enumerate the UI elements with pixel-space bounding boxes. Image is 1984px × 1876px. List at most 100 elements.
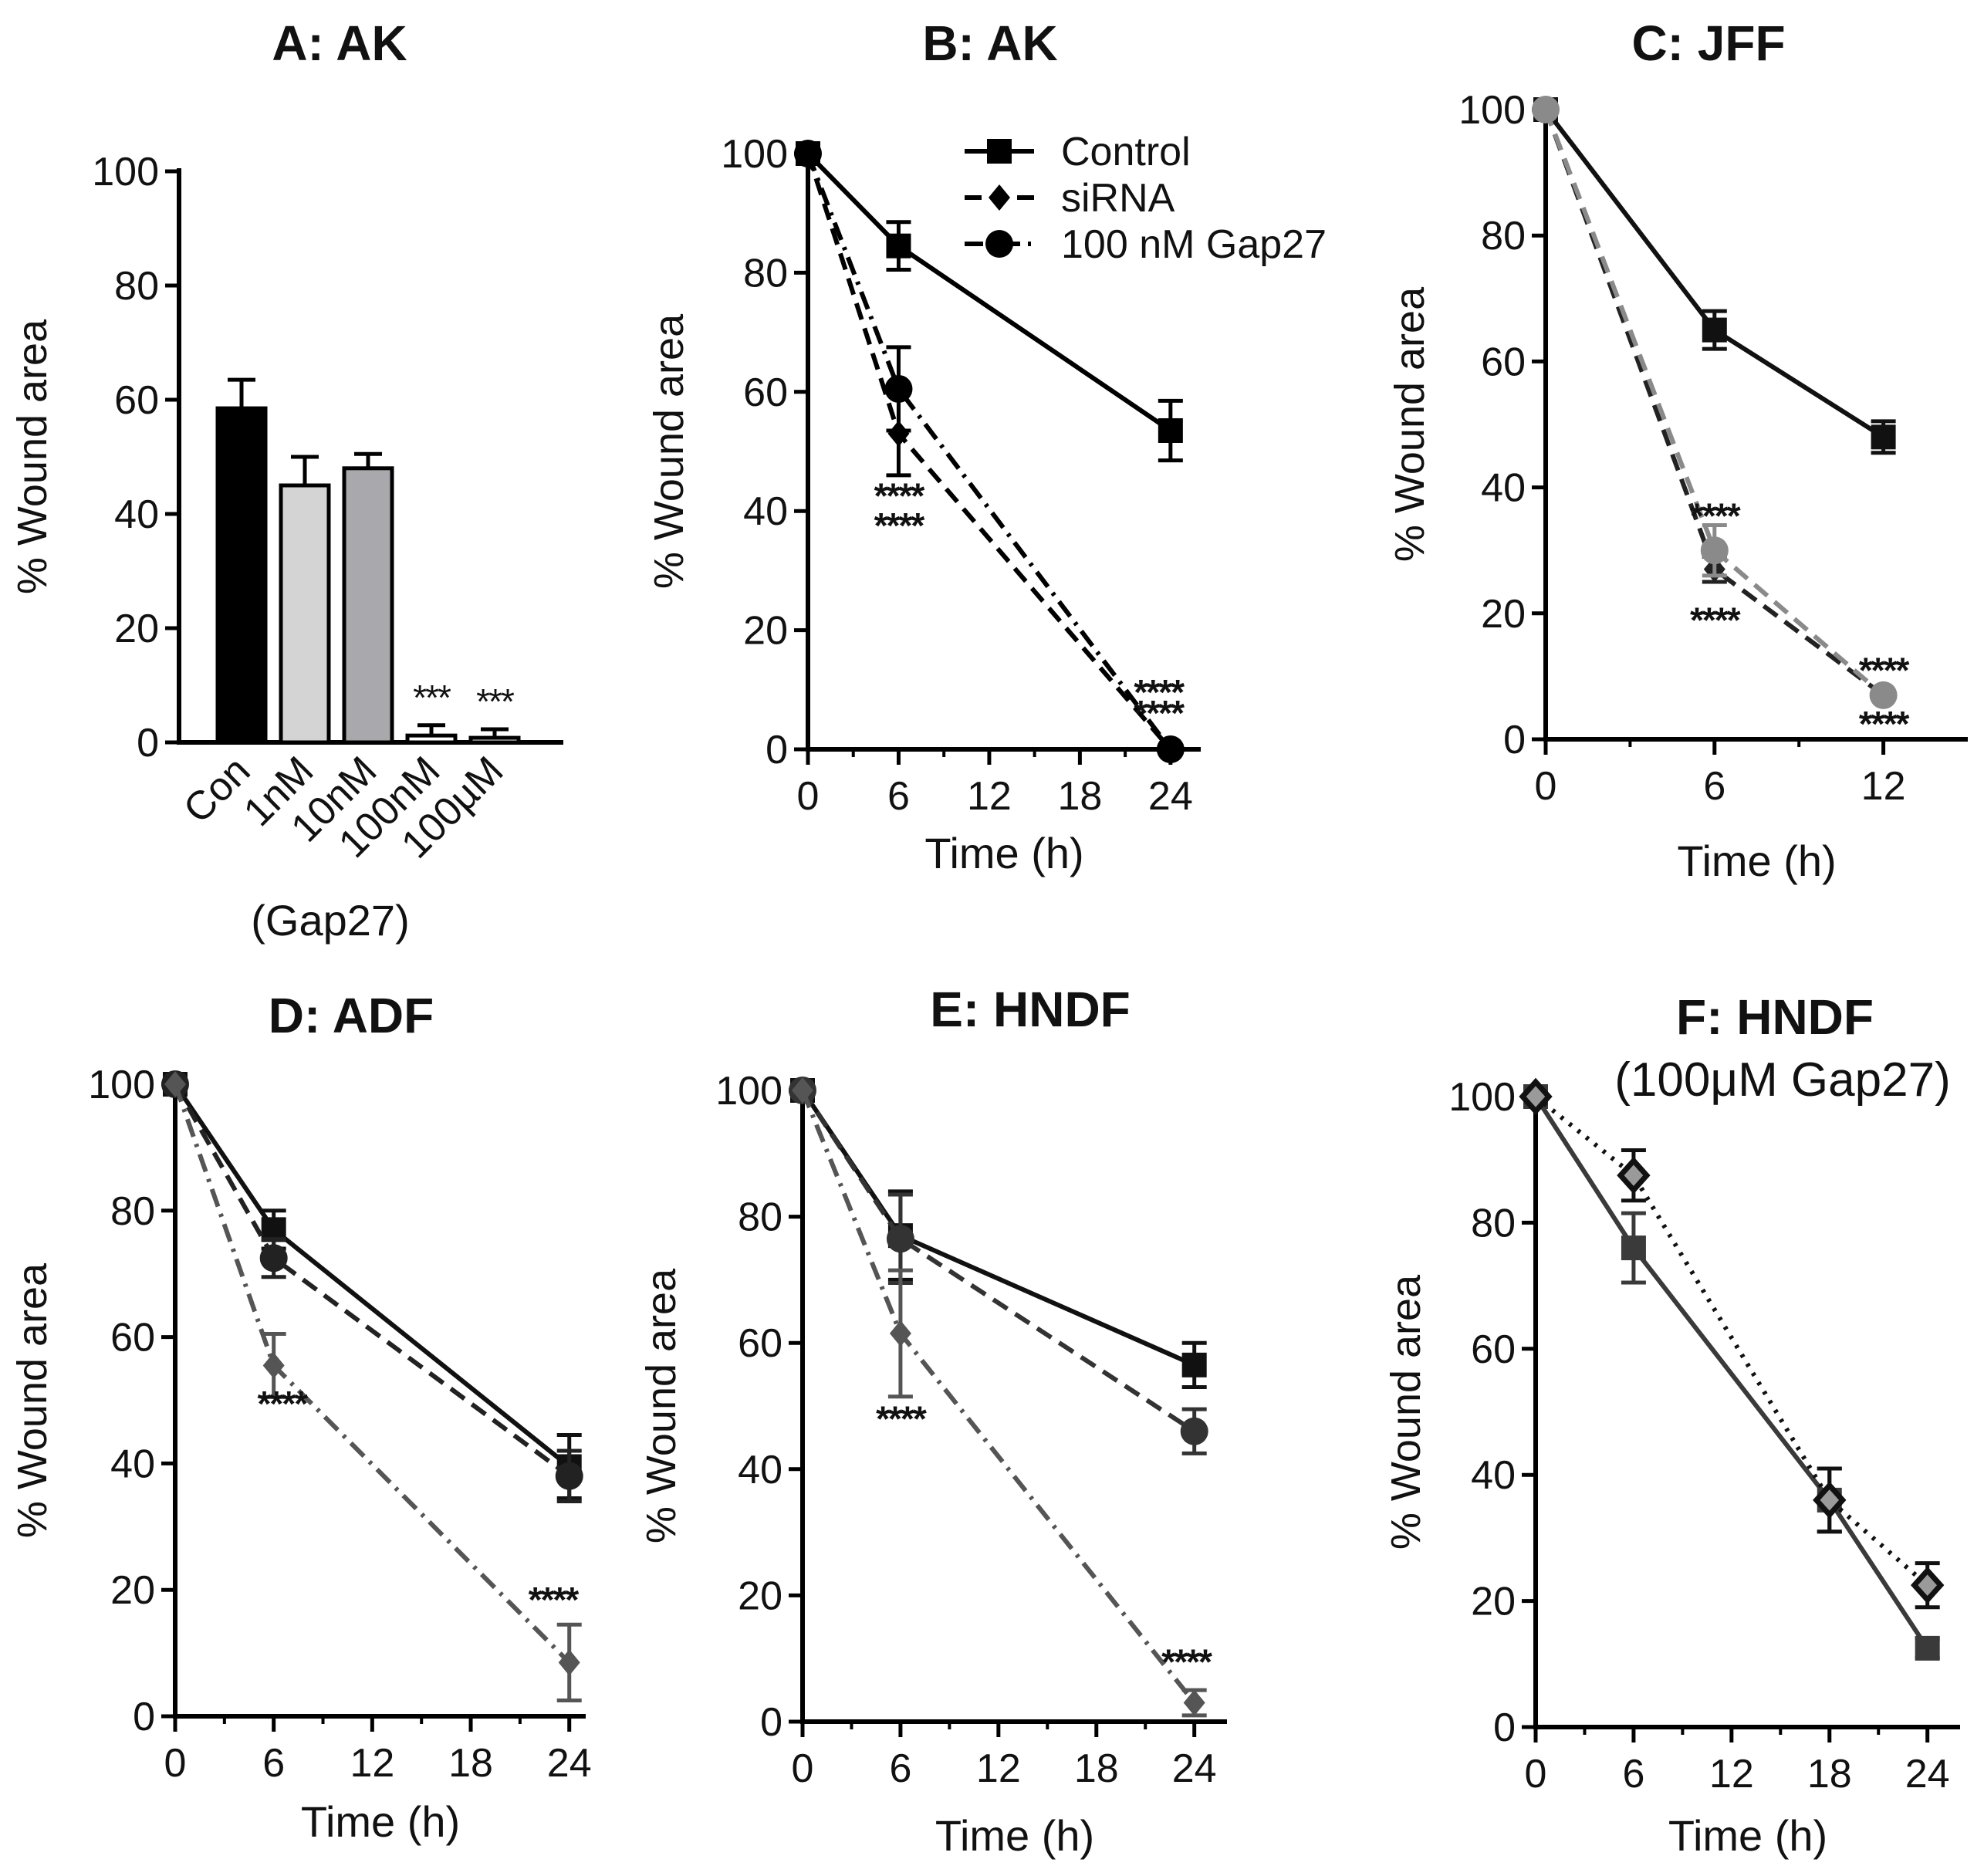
panel-title: A: AK (272, 15, 407, 71)
significance-marker: **** (1161, 1642, 1212, 1682)
x-tick-label: 6 (1703, 764, 1725, 809)
legend-marker (985, 230, 1013, 258)
data-point (1532, 96, 1560, 123)
series-line (800, 1089, 1196, 1434)
data-point (1617, 1156, 1651, 1195)
y-tick-label: 40 (110, 1442, 155, 1486)
y-tick-label: 60 (738, 1321, 782, 1366)
series-line (806, 152, 1173, 751)
y-tick-label: 40 (738, 1448, 782, 1492)
data-point (1181, 1352, 1207, 1377)
significance-marker: **** (1859, 651, 1910, 691)
x-tick-label: 0 (797, 774, 820, 819)
x-tick-label: 12 (967, 774, 1012, 819)
y-tick-label: 80 (114, 264, 159, 309)
significance-marker: **** (1134, 693, 1185, 733)
panel-b: B: AK 0 20 40 60 80 100 % Wound area 0 6 12 18 24 Tim… (646, 15, 1327, 877)
x-axis-label: Time (h) (301, 1797, 460, 1846)
series-100-nm-gap27 (161, 1070, 583, 1504)
data-point (262, 1352, 285, 1379)
legend-label: Control (1061, 130, 1191, 174)
data-point (1915, 1635, 1940, 1661)
data-point (889, 1320, 911, 1347)
data-point (555, 1462, 583, 1490)
y-tick-label: 100 (721, 132, 788, 177)
x-axis-label: Time (h) (924, 829, 1083, 877)
y-tick-label: 80 (738, 1195, 782, 1240)
data-point (1869, 681, 1898, 709)
y-tick-label: 20 (1481, 592, 1526, 637)
x-tick-label: 18 (1074, 1746, 1119, 1791)
y-tick-label: 80 (110, 1189, 155, 1234)
data-point (1183, 1689, 1205, 1716)
data-point (164, 1071, 186, 1097)
data-point (886, 1225, 914, 1253)
y-tick-label: 80 (1471, 1201, 1516, 1246)
legend-label: siRNA (1061, 176, 1175, 221)
data-point (1910, 1566, 1945, 1604)
x-tick-label: 6 (887, 774, 910, 819)
y-tick-label: 20 (738, 1573, 782, 1618)
significance-marker: **** (876, 1399, 927, 1439)
y-axis-label: % Wound area (1383, 1274, 1429, 1550)
x-tick-label: 0 (792, 1746, 814, 1791)
data-point (1813, 1481, 1847, 1519)
bar-100µm (468, 735, 521, 745)
x-tick-label: 24 (1172, 1746, 1217, 1791)
data-point (1700, 536, 1729, 565)
series-sirna (792, 1077, 1207, 1718)
series-100-m-gap27 (1519, 1077, 1945, 1610)
y-tick-label: 60 (114, 378, 159, 423)
series-100-nm-gap27 (794, 140, 1185, 763)
x-axis-label: Time (h) (935, 1811, 1094, 1860)
x-tick-label: 18 (1807, 1752, 1852, 1797)
y-tick-label: 80 (743, 251, 788, 296)
series-100-nm-gap27 (789, 1077, 1208, 1455)
x-tick-label: 6 (889, 1746, 911, 1791)
y-tick-label: 20 (110, 1568, 155, 1613)
significance-marker: **** (1690, 496, 1741, 536)
y-axis-label: % Wound area (638, 1268, 684, 1543)
x-tick-label: 24 (1148, 774, 1193, 819)
legend-label: 100 nM Gap27 (1061, 222, 1327, 267)
y-tick-label: 100 (715, 1069, 782, 1114)
significance-marker: **** (874, 505, 925, 546)
y-tick-label: 60 (743, 370, 788, 415)
y-axis-label: % Wound area (646, 313, 692, 589)
panel-title: F: HNDF (1676, 989, 1874, 1045)
data-point (792, 1077, 813, 1104)
y-tick-label: 0 (1493, 1705, 1516, 1750)
panel-title: C: JFF (1631, 15, 1785, 71)
series-line (1533, 1095, 1930, 1650)
bar-con (215, 406, 268, 745)
y-axis-label: % Wound area (1387, 286, 1433, 562)
data-point (1180, 1417, 1208, 1445)
bar-1nm (279, 483, 331, 745)
y-tick-label: 60 (1471, 1327, 1516, 1372)
x-axis-label: Time (h) (1668, 1811, 1827, 1860)
significance-marker: **** (1690, 600, 1741, 640)
y-tick-label: 60 (110, 1316, 155, 1361)
y-tick-label: 0 (1503, 718, 1526, 762)
data-point (558, 1649, 580, 1676)
y-tick-label: 100 (1448, 1075, 1516, 1120)
panel-title: E: HNDF (930, 982, 1131, 1037)
x-tick-label: 0 (1525, 1752, 1547, 1797)
bar-100nm (405, 733, 458, 745)
significance-marker: *** (476, 681, 515, 722)
x-tick-label: 12 (350, 1741, 394, 1786)
y-tick-label: 20 (743, 609, 788, 654)
y-tick-label: 0 (137, 721, 159, 766)
significance-marker: **** (1859, 704, 1910, 744)
x-tick-label: 0 (1535, 764, 1557, 809)
y-axis-label: % Wound area (9, 1262, 56, 1538)
y-axis-label: % Wound area (9, 319, 56, 594)
y-tick-label: 100 (88, 1063, 155, 1107)
data-point (886, 233, 911, 259)
bar-10nm (342, 466, 394, 745)
y-tick-label: 0 (766, 728, 788, 772)
y-tick-label: 0 (760, 1700, 782, 1745)
x-tick-label: 18 (448, 1741, 493, 1786)
